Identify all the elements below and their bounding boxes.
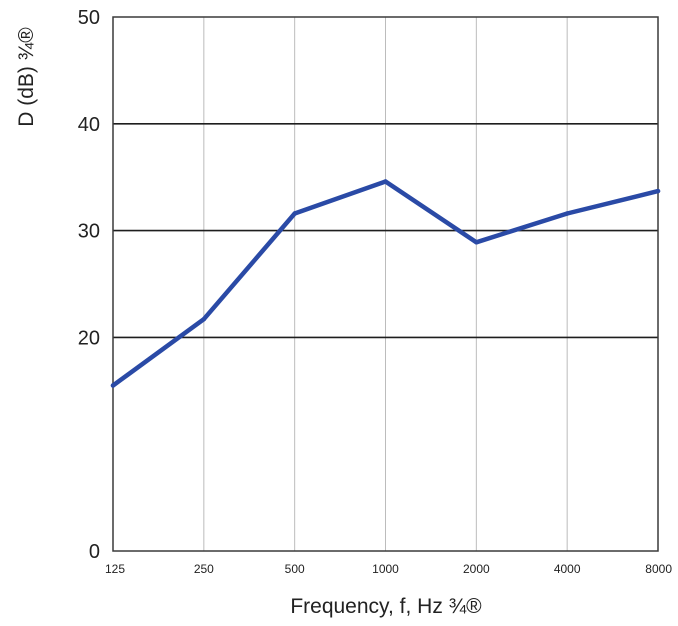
x-axis-title: Frequency, f, Hz ¾® (290, 595, 482, 618)
plot-border (112, 16, 659, 552)
y-axis-title: D (dB) ¾® (15, 27, 38, 127)
x-axis-ticks: 125 250 500 1000 2000 4000 8000 (105, 562, 672, 576)
data-point-4000 (564, 211, 570, 216)
x-tick-label-1000: 1000 (372, 562, 399, 576)
data-point-1000 (383, 179, 388, 184)
data-point-8000 (655, 188, 661, 194)
data-point-125 (110, 383, 116, 388)
plot-frame (112, 16, 659, 552)
x-tick-label-125: 125 (105, 562, 125, 576)
data-point-500 (292, 211, 297, 216)
series-layer (110, 179, 661, 388)
x-tick-label-2000: 2000 (463, 562, 490, 576)
x-tick-label-250: 250 (194, 562, 214, 576)
grid (113, 17, 658, 551)
y-tick-label-50: 50 (78, 7, 100, 29)
x-tick-label-4000: 4000 (554, 562, 581, 576)
x-tick-label-500: 500 (285, 562, 305, 576)
x-tick-label-8000: 8000 (645, 562, 672, 576)
y-tick-label-0: 0 (89, 541, 100, 563)
y-tick-label-30: 30 (78, 221, 100, 243)
y-tick-label-40: 40 (78, 114, 100, 136)
data-point-2000 (474, 240, 479, 245)
y-axis-ticks: 0 20 30 40 50 (78, 7, 100, 563)
y-tick-label-20: 20 (78, 327, 100, 349)
data-point-250 (201, 317, 207, 322)
